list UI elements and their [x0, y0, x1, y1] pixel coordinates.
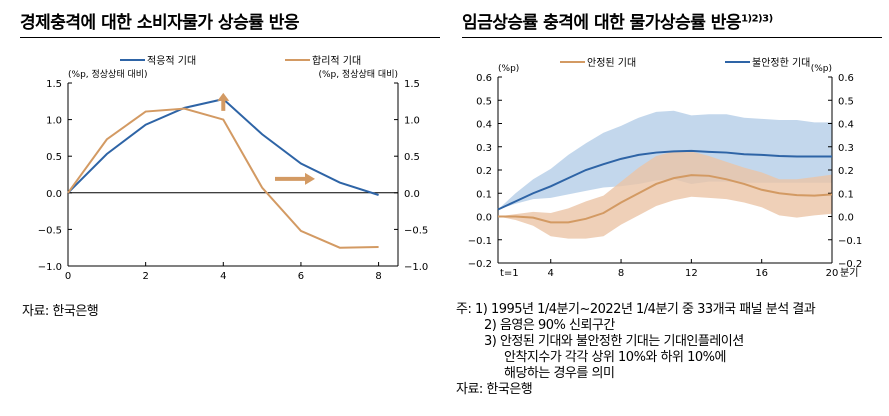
notes: 주: 1) 1995년 1/4분기~2022년 1/4분기 중 33개국 패널 …	[456, 302, 816, 398]
y-tick-label-right: 0.3	[838, 143, 854, 154]
y-tick-label-right: 0.5	[404, 152, 420, 163]
y-tick-label-left: 0.6	[476, 73, 492, 84]
right-arrow-icon	[275, 172, 315, 185]
x-tick-label: 16	[755, 268, 768, 279]
y-tick-label-left: −0.5	[38, 225, 62, 236]
x-tick-label: 8	[618, 268, 624, 279]
x-tick-label: 6	[298, 271, 304, 282]
x-tick-label: 4	[548, 268, 554, 279]
x-tick-label: 2	[142, 271, 148, 282]
x-tick-label: 20	[826, 268, 839, 279]
y-tick-label-left: 0.5	[46, 152, 62, 163]
x-tick-label: 4	[220, 271, 226, 282]
y-tick-label-right: 0.4	[838, 120, 854, 131]
y-tick-label-right: 0.5	[838, 96, 854, 107]
series-line-0	[67, 98, 379, 196]
legend-label: 합리적 기대	[312, 55, 361, 67]
y-tick-label-right: 1.5	[404, 79, 420, 90]
y-tick-label-left: −0.2	[468, 259, 492, 270]
y-tick-label-right: 0.6	[838, 73, 854, 84]
note-1: 주: 1) 1995년 1/4분기~2022년 1/4분기 중 33개국 패널 …	[456, 302, 816, 317]
unit-right: (%p, 정상상태 대비)	[318, 69, 398, 80]
y-tick-label-left: 0.0	[46, 189, 62, 200]
y-tick-label-right: 0.1	[838, 189, 854, 200]
legend-label: 적응적 기대	[147, 55, 196, 67]
y-tick-label-right: −0.2	[838, 259, 862, 270]
right-chart-title: 임금상승률 충격에 대한 물가상승률 반응1)2)3)	[462, 8, 882, 38]
y-tick-label-left: −1.0	[38, 262, 62, 273]
unit-left: (%p, 정상상태 대비)	[68, 69, 148, 80]
series-line-1	[67, 107, 379, 249]
left-chart-title: 경제충격에 대한 소비자물가 상승률 반응	[20, 8, 440, 38]
note-3-cont2: 해당하는 경우를 의미	[504, 366, 615, 381]
y-tick-label-left: 0.3	[476, 143, 492, 154]
x-tick-label: t=1	[500, 268, 519, 279]
confidence-band-0	[498, 151, 832, 239]
series-line-1	[497, 149, 832, 211]
y-tick-label-right: 0.2	[838, 166, 854, 177]
y-tick-label-left: 0.1	[476, 189, 492, 200]
left-source: 자료: 한국은행	[22, 304, 99, 319]
y-tick-label-right: 0.0	[404, 189, 420, 200]
unit-left: (%p)	[498, 64, 519, 74]
y-tick-label-left: 0.2	[476, 166, 492, 177]
right-source: 자료: 한국은행	[456, 382, 533, 397]
unit-right: (%p)	[811, 64, 832, 74]
y-tick-label-left: 1.0	[46, 116, 62, 127]
x-tick-label: 12	[685, 268, 698, 279]
y-tick-label-left: 1.5	[46, 79, 62, 90]
y-tick-label-right: −0.5	[404, 225, 428, 236]
y-tick-label-right: −0.1	[838, 236, 862, 247]
y-tick-label-right: 0.0	[838, 213, 854, 224]
note-2: 2) 음영은 90% 신뢰구간	[484, 318, 615, 333]
series-line-0	[498, 174, 833, 224]
x-tick-label: 8	[375, 271, 381, 282]
y-tick-label-right: 1.0	[404, 116, 420, 127]
note-3: 3) 안정된 기대와 불안정한 기대는 기대인플레이션	[484, 334, 744, 349]
legend-label: 불안정한 기대	[752, 57, 810, 69]
legend-label: 안정된 기대	[587, 57, 636, 69]
x-unit: 분기	[840, 267, 858, 279]
y-tick-label-right: −1.0	[404, 262, 428, 273]
up-arrow-icon	[217, 92, 230, 111]
y-tick-label-left: 0.0	[476, 213, 492, 224]
y-tick-label-left: 0.4	[476, 120, 492, 131]
y-tick-label-left: −0.1	[468, 236, 492, 247]
y-tick-label-left: 0.5	[476, 96, 492, 107]
note-3-cont: 안착지수가 각각 상위 10%와 하위 10%에	[504, 350, 726, 365]
x-tick-label: 0	[65, 271, 71, 282]
